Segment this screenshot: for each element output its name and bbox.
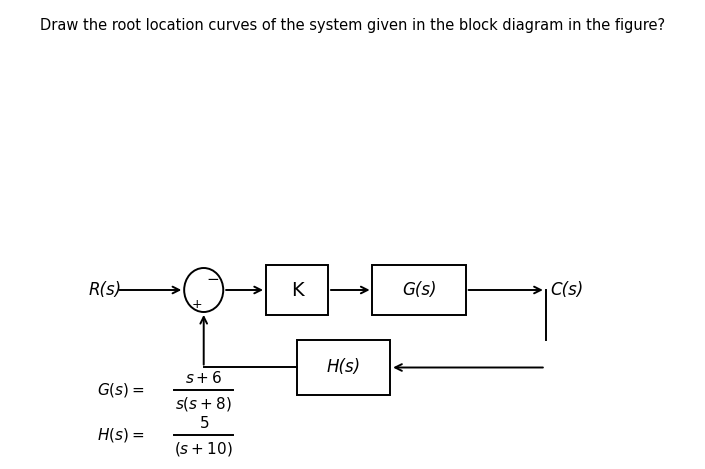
Text: $s + 6$: $s + 6$	[185, 370, 222, 386]
Bar	[372, 265, 466, 315]
Text: $G(s) =$: $G(s) =$	[97, 381, 145, 399]
Text: K: K	[290, 280, 303, 300]
Text: $s(s + 8)$: $s(s + 8)$	[176, 395, 232, 413]
Bar	[297, 340, 391, 395]
Text: $(s + 10)$: $(s + 10)$	[174, 440, 233, 458]
Bar	[266, 265, 328, 315]
Text: C(s): C(s)	[550, 281, 584, 299]
Text: $H(s) =$: $H(s) =$	[97, 426, 145, 444]
Text: −: −	[207, 272, 219, 287]
Text: $5$: $5$	[199, 415, 209, 431]
Text: +: +	[191, 297, 202, 310]
Text: R(s): R(s)	[88, 281, 121, 299]
Text: G(s): G(s)	[402, 281, 436, 299]
Text: H(s): H(s)	[326, 358, 361, 377]
Text: Draw the root location curves of the system given in the block diagram in the fi: Draw the root location curves of the sys…	[40, 18, 665, 33]
